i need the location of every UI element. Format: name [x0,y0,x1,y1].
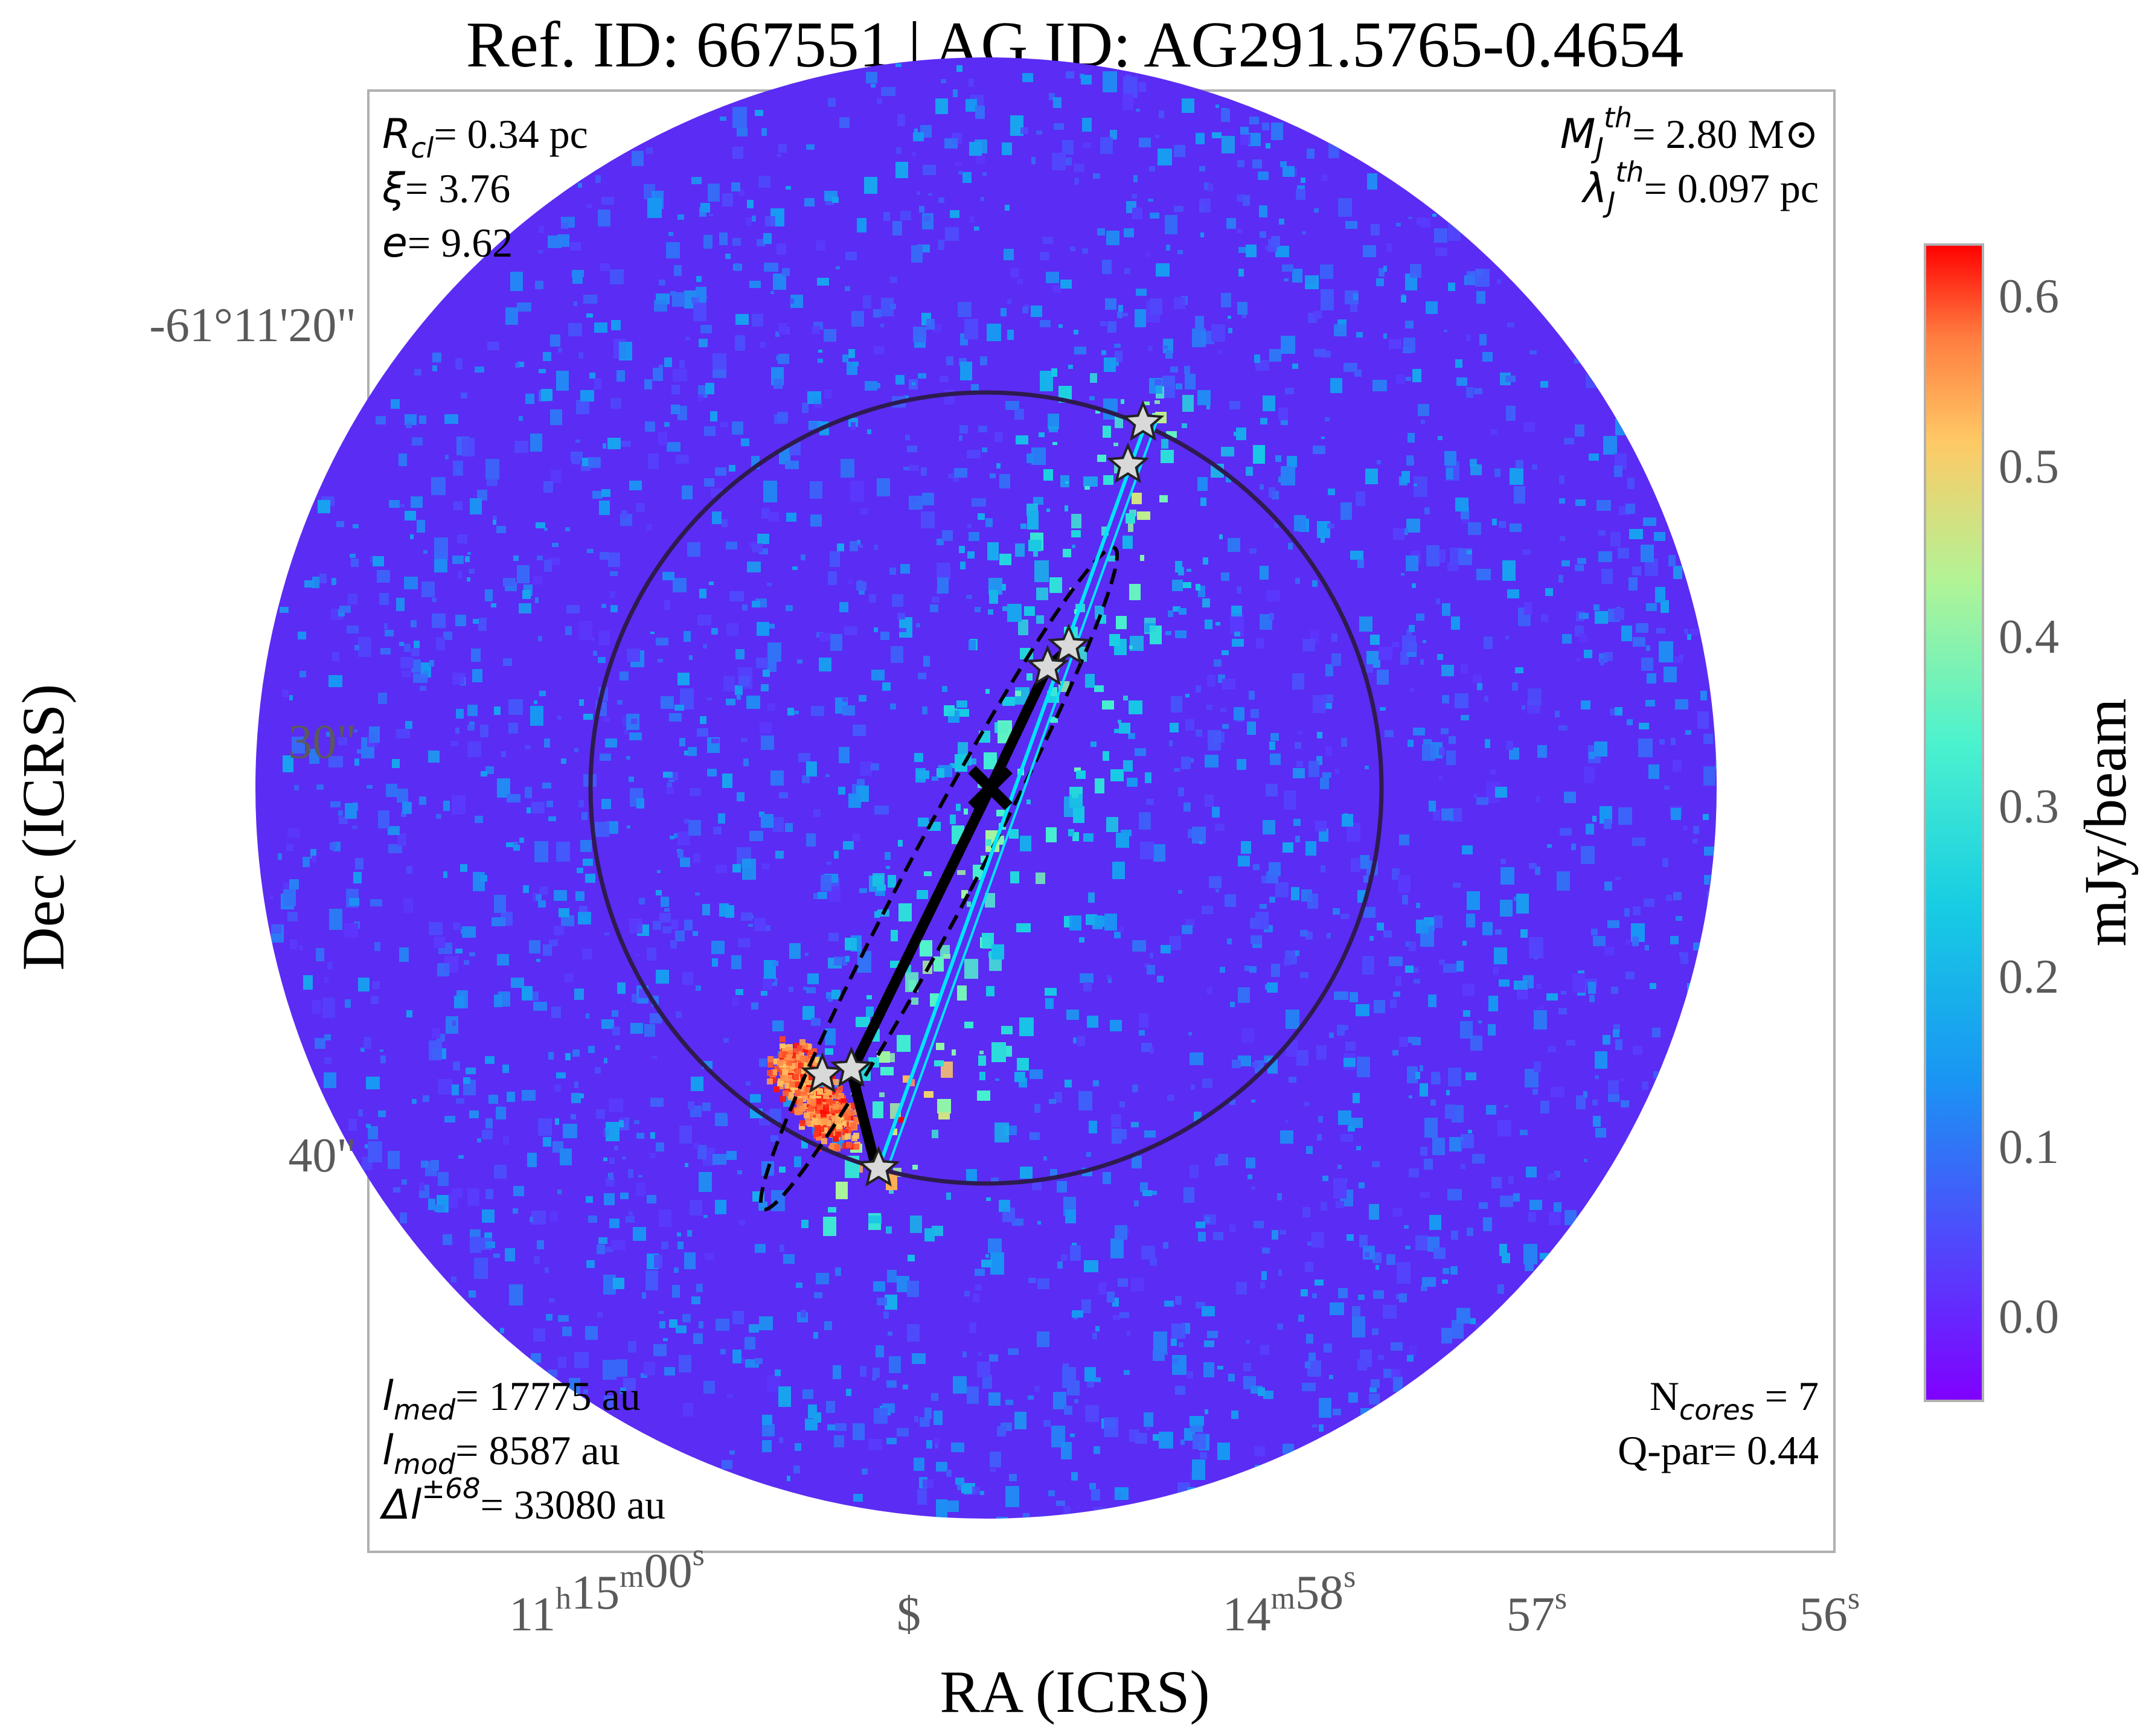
core-star [1106,442,1150,484]
annotation-top-left: Rcl= 0.34 pcξ= 3.76 e= 9.62 [382,111,588,267]
annotation-line: lmed= 17775 au [382,1372,641,1426]
core-star [830,1046,873,1087]
colorbar-tick-label: 0.4 [1999,610,2059,664]
core-star [1121,400,1165,441]
core-star [857,1145,900,1187]
x-tick-label: 56s [1799,1581,1860,1641]
y-tick-label: 30" [288,716,356,769]
colorbar [1924,243,1984,1402]
dashed-ellipse [758,545,1119,1212]
colorbar-tick-label: 0.3 [1999,780,2059,833]
fit-line-2 [886,422,1158,1169]
annotation-line: Ncores = 7 [1650,1373,1819,1426]
x-tick-label: 57s [1507,1581,1567,1641]
x-tick-labels: 11h15m00s $ 14m58s 57s 56s [509,1538,1860,1641]
annotation-line: ξ= 3.76 [382,165,510,213]
y-tick-label: -61°11'20" [149,299,356,352]
x-tick-label: 11h15m00s [509,1538,705,1641]
y-axis-label: Dec (ICRS) [10,684,77,971]
annotation-line: lmod= 8587 au [382,1427,620,1481]
colorbar-tick-label: 0.5 [1999,440,2059,493]
cluster-circle [588,390,1384,1186]
x-axis-label: RA (ICRS) [940,1658,1209,1725]
annotation-line: e= 9.62 [382,219,513,267]
core-star [1026,644,1069,686]
x-tick-label: $ [897,1588,921,1641]
colorbar-tick-label: 0.6 [1999,270,2059,323]
y-tick-labels: -61°11'20" 30" 40" [149,299,356,1182]
center-marker [968,766,1013,810]
core-star [1047,623,1091,665]
fit-line [877,421,1148,1170]
annotation-line: Δl±68= 33080 au [379,1472,665,1529]
annotation-bottom-right: Ncores = 7Q-par= 0.44 [1618,1373,1819,1473]
annotation-line: Q-par= 0.44 [1618,1427,1819,1473]
colorbar-tick-label: 0.2 [1999,950,2059,1004]
colorbar-tick-label: 0.0 [1999,1290,2059,1344]
core-star [801,1052,844,1094]
annotation-line: Rcl= 0.34 pc [382,111,588,164]
annotation-line: λJth= 0.097 pc [1581,156,1819,219]
colorbar-ticks: 0.0 0.1 0.2 0.3 0.4 0.5 0.6 [1999,270,2059,1344]
core-markers [801,400,1165,1187]
map-emission [269,63,1717,1519]
colorbar-tick-label: 0.1 [1999,1121,2059,1174]
colorbar-label: mJy/beam [2072,698,2139,946]
annotation-line: MJth= 2.80 M⊙ [1560,101,1819,164]
y-tick-label: 40" [288,1129,356,1182]
annotation-top-right: MJth= 2.80 M⊙λJth= 0.097 pc [1560,101,1819,219]
x-tick-label: 14m58s [1223,1560,1356,1641]
